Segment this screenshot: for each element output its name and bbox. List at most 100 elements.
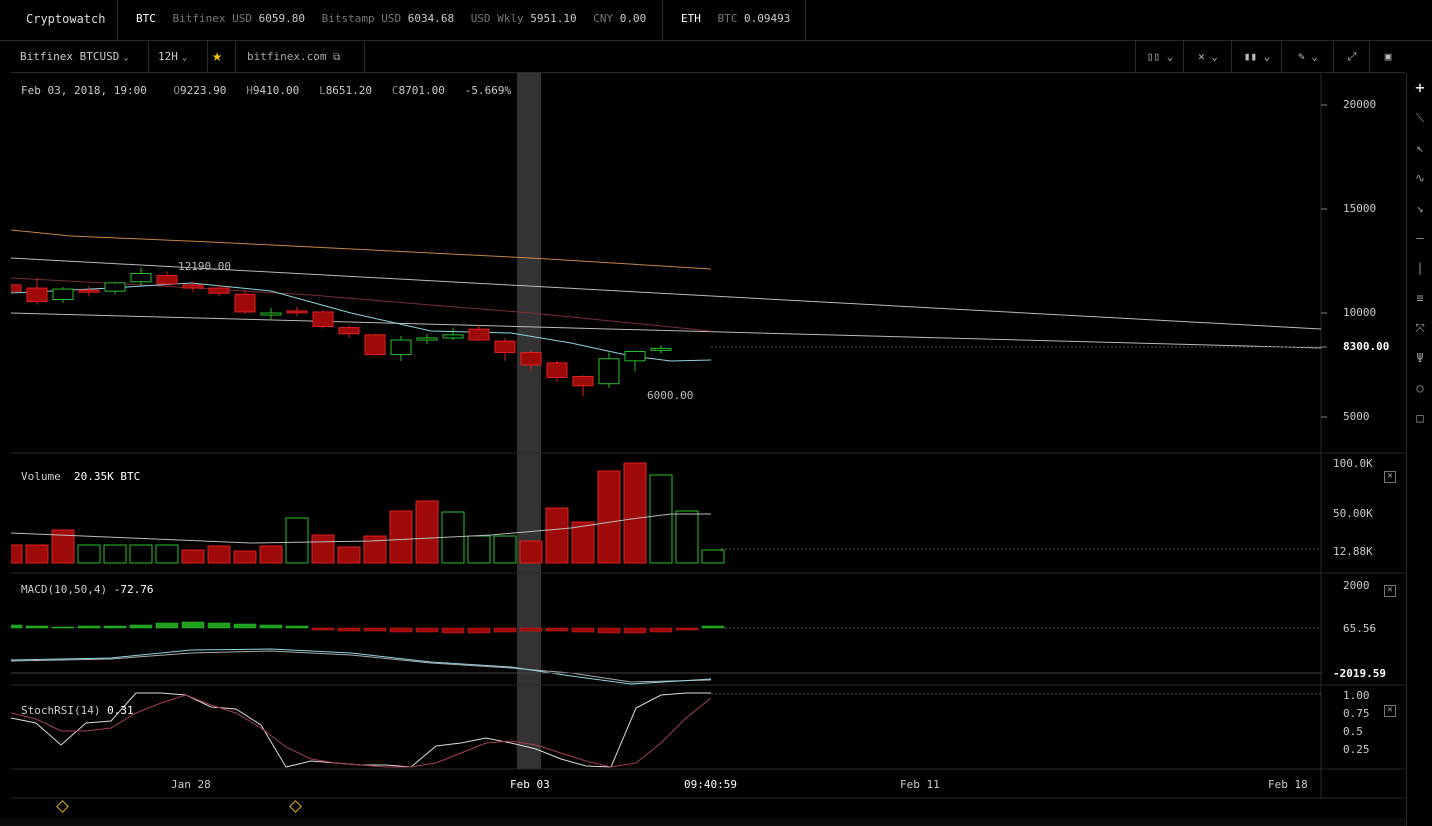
rectangle-icon[interactable]: □ xyxy=(1416,411,1424,425)
macd-tick: 2000 xyxy=(1343,579,1370,592)
fib-fan-icon[interactable]: ⤧ xyxy=(1415,321,1425,335)
quote-label: CNY xyxy=(593,12,614,25)
draw-button[interactable]: ✎ ⌄ xyxy=(1281,41,1334,72)
period-selector[interactable]: 12H ⌄ xyxy=(149,41,208,72)
ticker-bar: Cryptowatch BTC Bitfinex USD 6059.80 Bit… xyxy=(0,0,1432,41)
price-tick: 20000 xyxy=(1343,98,1377,111)
quote-label: Bitfinex USD xyxy=(172,12,252,25)
macd-line xyxy=(11,648,712,685)
candle-body xyxy=(650,347,672,351)
stochrsi-tick: 0.25 xyxy=(1343,743,1370,756)
macd-bar xyxy=(207,622,231,629)
parallel-channel-icon[interactable]: ≡ xyxy=(1416,291,1424,305)
volume-bar xyxy=(11,544,23,564)
line-icon[interactable]: ⟍ xyxy=(1415,111,1425,125)
high-value: 9410.00 xyxy=(252,84,300,97)
stochrsi-tick: 1.00 xyxy=(1343,689,1370,702)
time-tick: Feb 18 xyxy=(1268,778,1308,791)
open-value: 9223.90 xyxy=(179,84,227,97)
time-tick: Jan 28 xyxy=(171,778,211,791)
vertical-line-icon[interactable]: | xyxy=(1416,261,1424,275)
eth-ticker[interactable]: ETH BTC 0.09493 xyxy=(663,0,806,40)
volume-bar xyxy=(103,544,127,564)
exchange-link-label: bitfinex.com xyxy=(247,50,327,63)
candle-body xyxy=(182,284,204,289)
macd-bar xyxy=(467,627,491,634)
btc-ticker[interactable]: BTC Bitfinex USD 6059.80 Bitstamp USD 60… xyxy=(118,0,663,40)
volume-bar xyxy=(259,545,283,564)
stochrsi-tick: 0.5 xyxy=(1343,725,1363,738)
ray-icon[interactable]: ↘ xyxy=(1416,201,1424,215)
chart-area[interactable]: Feb 03, 2018, 19:00 O9223.90 H9410.00 L8… xyxy=(11,73,1405,826)
candle-body xyxy=(208,287,230,294)
volume-bar xyxy=(337,546,361,564)
low-value: 8651.20 xyxy=(325,84,373,97)
candle-body xyxy=(598,358,620,385)
volume-ma-line xyxy=(11,513,711,544)
low-label: L xyxy=(319,84,326,97)
macd-bar xyxy=(337,627,361,632)
circle-icon[interactable]: ○ xyxy=(1416,381,1424,395)
low-annotation: 6000.00 xyxy=(647,389,694,402)
volume-bar xyxy=(571,521,595,564)
candle-body xyxy=(78,289,100,293)
macd-bar xyxy=(545,627,569,632)
candle-body xyxy=(442,334,464,339)
candle-body xyxy=(234,293,256,313)
arrow-icon[interactable]: ↖ xyxy=(1416,141,1424,155)
brand-logo[interactable]: Cryptowatch xyxy=(0,0,118,40)
candle-body xyxy=(130,272,152,283)
ohlc-readout: Feb 03, 2018, 19:00 O9223.90 H9410.00 L8… xyxy=(21,84,511,97)
chart-style-icon: ▮▮ ⌄ xyxy=(1243,50,1271,63)
volume-bar xyxy=(597,470,621,564)
candle-body xyxy=(26,287,48,303)
pitchfork-icon[interactable]: Ψ xyxy=(1416,351,1424,365)
hover-column-highlight xyxy=(517,73,541,769)
horizontal-scrollbar[interactable] xyxy=(0,818,1406,826)
candle-type-button[interactable]: ▯▯ ⌄ xyxy=(1135,41,1184,72)
macd-bar xyxy=(233,623,257,629)
macd-bar xyxy=(363,627,387,632)
close-volume-pane-icon[interactable]: ✕ xyxy=(1384,471,1396,483)
stochrsi-label: StochRSI(14) 0.31 xyxy=(21,704,134,717)
macd-value: -72.76 xyxy=(113,583,154,596)
candle-body xyxy=(416,337,438,341)
macd-bar xyxy=(25,625,49,629)
stochrsi-d-line xyxy=(11,694,712,768)
macd-bar xyxy=(103,625,127,629)
quote-label: Bitstamp USD xyxy=(321,12,402,25)
volume-value: 20.35K BTC xyxy=(74,470,141,483)
ema-red-line xyxy=(11,277,712,332)
curve-icon[interactable]: ∿ xyxy=(1414,171,1426,185)
chart-canvas[interactable] xyxy=(11,73,1405,826)
macd-bar xyxy=(623,627,647,634)
close-macd-pane-icon[interactable]: ✕ xyxy=(1384,585,1396,597)
chart-style-button[interactable]: ▮▮ ⌄ xyxy=(1231,41,1282,72)
exchange-link[interactable]: bitfinex.com ⧉ xyxy=(236,41,365,72)
macd-bar xyxy=(259,624,283,629)
indicators-button[interactable]: ✕ ⌄ xyxy=(1183,41,1232,72)
macd-low: -2019.59 xyxy=(1333,667,1386,680)
trend-line-lower xyxy=(11,312,1322,349)
high-annotation: 12190.00 xyxy=(178,260,231,273)
candle-type-icon: ▯▯ ⌄ xyxy=(1146,50,1174,63)
close-stochrsi-pane-icon[interactable]: ✕ xyxy=(1384,705,1396,717)
macd-bar xyxy=(181,621,205,629)
macd-bar xyxy=(415,627,439,633)
horizontal-line-icon[interactable]: — xyxy=(1416,231,1424,245)
market-label: Bitfinex BTCUSD xyxy=(20,50,120,63)
favorite-button[interactable]: ★ xyxy=(208,41,236,72)
candle-body xyxy=(364,334,386,356)
macd-bar xyxy=(51,626,75,629)
market-selector[interactable]: Bitfinex BTCUSD ⌄ xyxy=(11,41,149,72)
volume-bar xyxy=(181,549,205,564)
candle-body xyxy=(520,352,542,366)
eth-quote-value: 0.09493 xyxy=(744,12,791,25)
screenshot-button[interactable]: ▣ xyxy=(1369,41,1406,72)
volume-tick: 100.0K xyxy=(1333,457,1373,470)
macd-bar xyxy=(285,625,309,629)
candle-body xyxy=(156,275,178,285)
stochrsi-tick: 0.75 xyxy=(1343,707,1370,720)
fullscreen-button[interactable]: ⤢ xyxy=(1333,41,1370,72)
plus-icon[interactable]: + xyxy=(1415,78,1425,97)
